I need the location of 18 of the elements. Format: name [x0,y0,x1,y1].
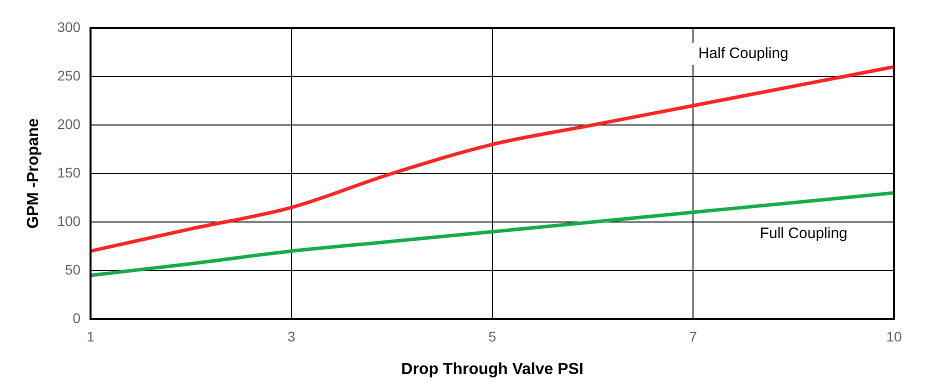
x-tick-label: 7 [689,328,698,344]
y-tick-label: 150 [57,164,81,180]
x-tick-label: 1 [86,328,95,344]
y-tick-label: 200 [57,116,81,132]
y-axis-title: GPM -Propane [25,118,42,229]
x-tick-label: 5 [488,328,496,344]
series-label: Full Coupling [760,224,848,242]
y-tick-label: 100 [57,212,81,229]
series-label: Half Coupling [698,45,788,62]
line-series [88,191,896,278]
x-tick-label: 10 [886,328,902,344]
line-series [88,65,896,253]
y-tick-label: 250 [57,67,81,84]
y-tick-label: 50 [64,261,81,278]
x-axis-title: Drop Through Valve PSI [401,360,584,378]
x-tick-label: 3 [288,328,296,344]
y-tick-label: 300 [57,18,81,35]
y-tick-label: 0 [72,310,81,326]
